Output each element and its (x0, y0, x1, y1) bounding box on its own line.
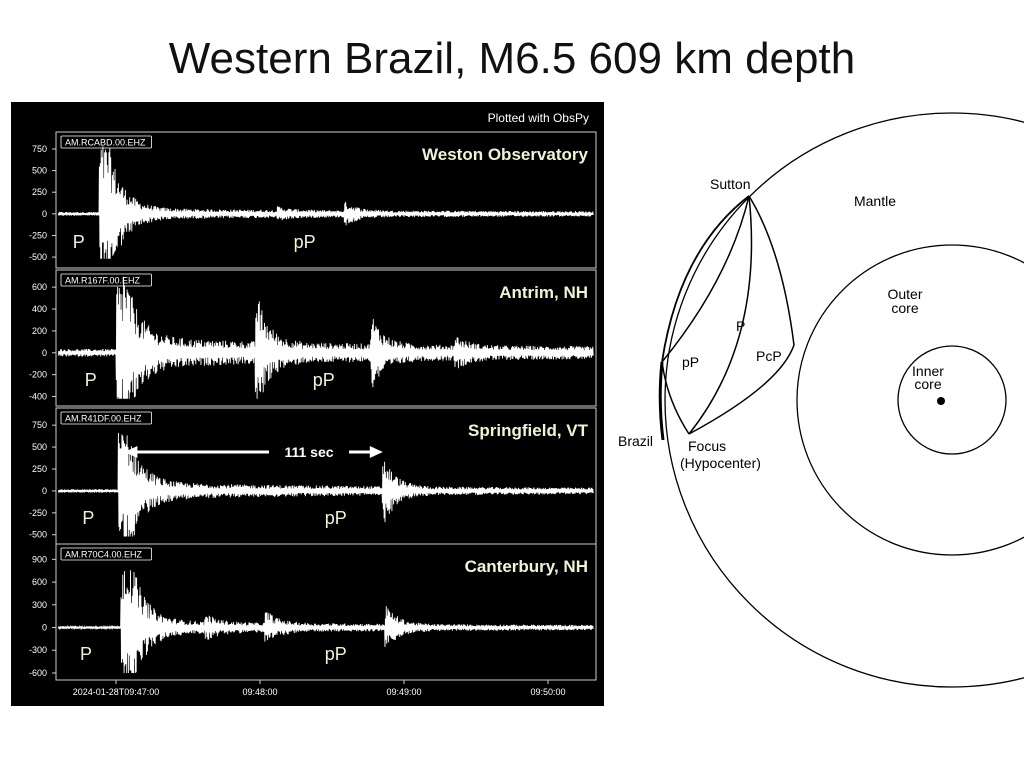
y-tick-label: 0 (42, 623, 47, 633)
phase-label-pp: pP (325, 508, 347, 528)
ray-pp-upgoing (661, 361, 690, 435)
brazil-label: Brazil (618, 433, 653, 449)
phase-label-p: P (85, 370, 97, 390)
y-tick-label: 0 (42, 209, 47, 219)
phase-label-p: P (82, 508, 94, 528)
phase-label-p: P (73, 232, 85, 252)
waveform-trace (57, 570, 594, 674)
y-tick-label: -500 (29, 530, 47, 540)
y-tick-label: 600 (32, 577, 47, 587)
channel-label-box (60, 135, 152, 149)
y-tick-label: 600 (32, 282, 47, 292)
annotation-arrowhead-right (369, 446, 383, 458)
station-name: Canterbury, NH (465, 557, 588, 576)
x-tick-label: 2024-01-28T09:47:00 (73, 687, 160, 697)
y-tick-label: -500 (29, 252, 47, 262)
slide-title: Western Brazil, M6.5 609 km depth (168, 34, 856, 83)
annotation-arrowhead-left (124, 446, 138, 458)
ray-label-pp: pP (682, 354, 699, 370)
ray-path-diagram: Mantle Outer core Inner core Sutton Braz… (618, 112, 1024, 688)
y-tick-label: 500 (32, 442, 47, 452)
ray-pp-inner (661, 195, 750, 363)
inner-core-label-line2: core (914, 376, 941, 392)
channel-label: AM.RCABD.00.EHZ (65, 138, 146, 148)
y-tick-label: 250 (32, 187, 47, 197)
phase-label-pp: pP (325, 644, 347, 664)
y-tick-label: 0 (42, 486, 47, 496)
channel-label-box (60, 411, 152, 425)
y-tick-label: 750 (32, 144, 47, 154)
station-name: Springfield, VT (468, 421, 589, 440)
phase-label-pp: pP (294, 232, 316, 252)
seismogram-figure: Plotted with ObsPy 750 500 250 0 -250 -500 AM.… (11, 102, 604, 706)
y-tick-label: -300 (29, 645, 47, 655)
y-tick-label: 300 (32, 600, 47, 610)
panel-frame (55, 269, 597, 407)
station-name: Antrim, NH (499, 283, 588, 302)
y-tick-label: 200 (32, 326, 47, 336)
annotation-label: 111 sec (284, 444, 333, 460)
time-axis: 2024-01-28T09:47:00 09:48:00 09:49:00 09:50… (73, 680, 566, 697)
y-tick-label: -400 (29, 392, 47, 402)
y-tick-label: 750 (32, 420, 47, 430)
y-tick-label: -600 (29, 668, 47, 678)
x-tick-label: 09:48:00 (242, 687, 277, 697)
phase-label-p: P (80, 644, 92, 664)
mantle-label: Mantle (854, 193, 896, 209)
station-name: Weston Observatory (422, 145, 589, 164)
seismogram-panel-4: 900 600 300 0 -300 -600 AM.R70C4.00.EHZ Canterb… (29, 543, 597, 681)
y-tick-label: -200 (29, 370, 47, 380)
sutton-label: Sutton (710, 176, 750, 192)
ray-pp-outer (661, 195, 750, 363)
ray-label-p: P (736, 318, 745, 334)
seismogram-panels: 750 500 250 0 -250 -500 AM.RCABD.00.EHZ Weston … (29, 131, 597, 681)
plot-credit: Plotted with ObsPy (488, 111, 589, 125)
inner-core-boundary (897, 345, 1007, 455)
earth-surface (664, 112, 1024, 688)
focus-label-line1: Focus (688, 438, 726, 454)
channel-label-box (60, 273, 152, 287)
x-tick-label: 09:50:00 (530, 687, 565, 697)
channel-label-box (60, 547, 152, 561)
y-tick-label: 900 (32, 554, 47, 564)
y-tick-label: 250 (32, 464, 47, 474)
waveform-trace (57, 146, 594, 259)
y-tick-label: -250 (29, 508, 47, 518)
inner-core-label-line1: Inner (912, 363, 944, 379)
x-tick-label: 09:49:00 (386, 687, 421, 697)
y-tick-label: -250 (29, 230, 47, 240)
channel-label: AM.R167F.00.EHZ (65, 276, 141, 286)
ray-pcp (688, 195, 795, 435)
panel-frame (55, 131, 597, 269)
waveform-trace (57, 276, 594, 399)
brazil-region-arc (658, 361, 665, 441)
channel-label: AM.R41DF.00.EHZ (65, 414, 142, 424)
seismogram-panel-2: 600 400 200 0 -200 -400 AM.R167F.00.EHZ Antrim,… (29, 269, 597, 407)
y-tick-label: 500 (32, 166, 47, 176)
channel-label: AM.R70C4.00.EHZ (65, 550, 143, 560)
waveform-trace (57, 432, 594, 537)
panel-frame (55, 543, 597, 681)
outer-core-label-line2: core (891, 300, 918, 316)
earth-center-dot (937, 397, 945, 405)
y-tick-label: 400 (32, 304, 47, 314)
phase-label-pp: pP (313, 370, 335, 390)
ray-p-direct (688, 195, 753, 435)
seismogram-panel-1: 750 500 250 0 -250 -500 AM.RCABD.00.EHZ Weston … (29, 131, 597, 269)
interval-annotation: 111 sec (124, 444, 383, 460)
outer-core-boundary (796, 244, 1024, 556)
y-tick-label: 0 (42, 348, 47, 358)
ray-label-pcp: PcP (756, 348, 782, 364)
outer-core-label-line1: Outer (887, 286, 922, 302)
seismogram-panel-3: 750 500 250 0 -250 -500 AM.R41DF.00.EHZ Springf… (29, 407, 597, 545)
focus-label-line2: (Hypocenter) (680, 455, 761, 471)
